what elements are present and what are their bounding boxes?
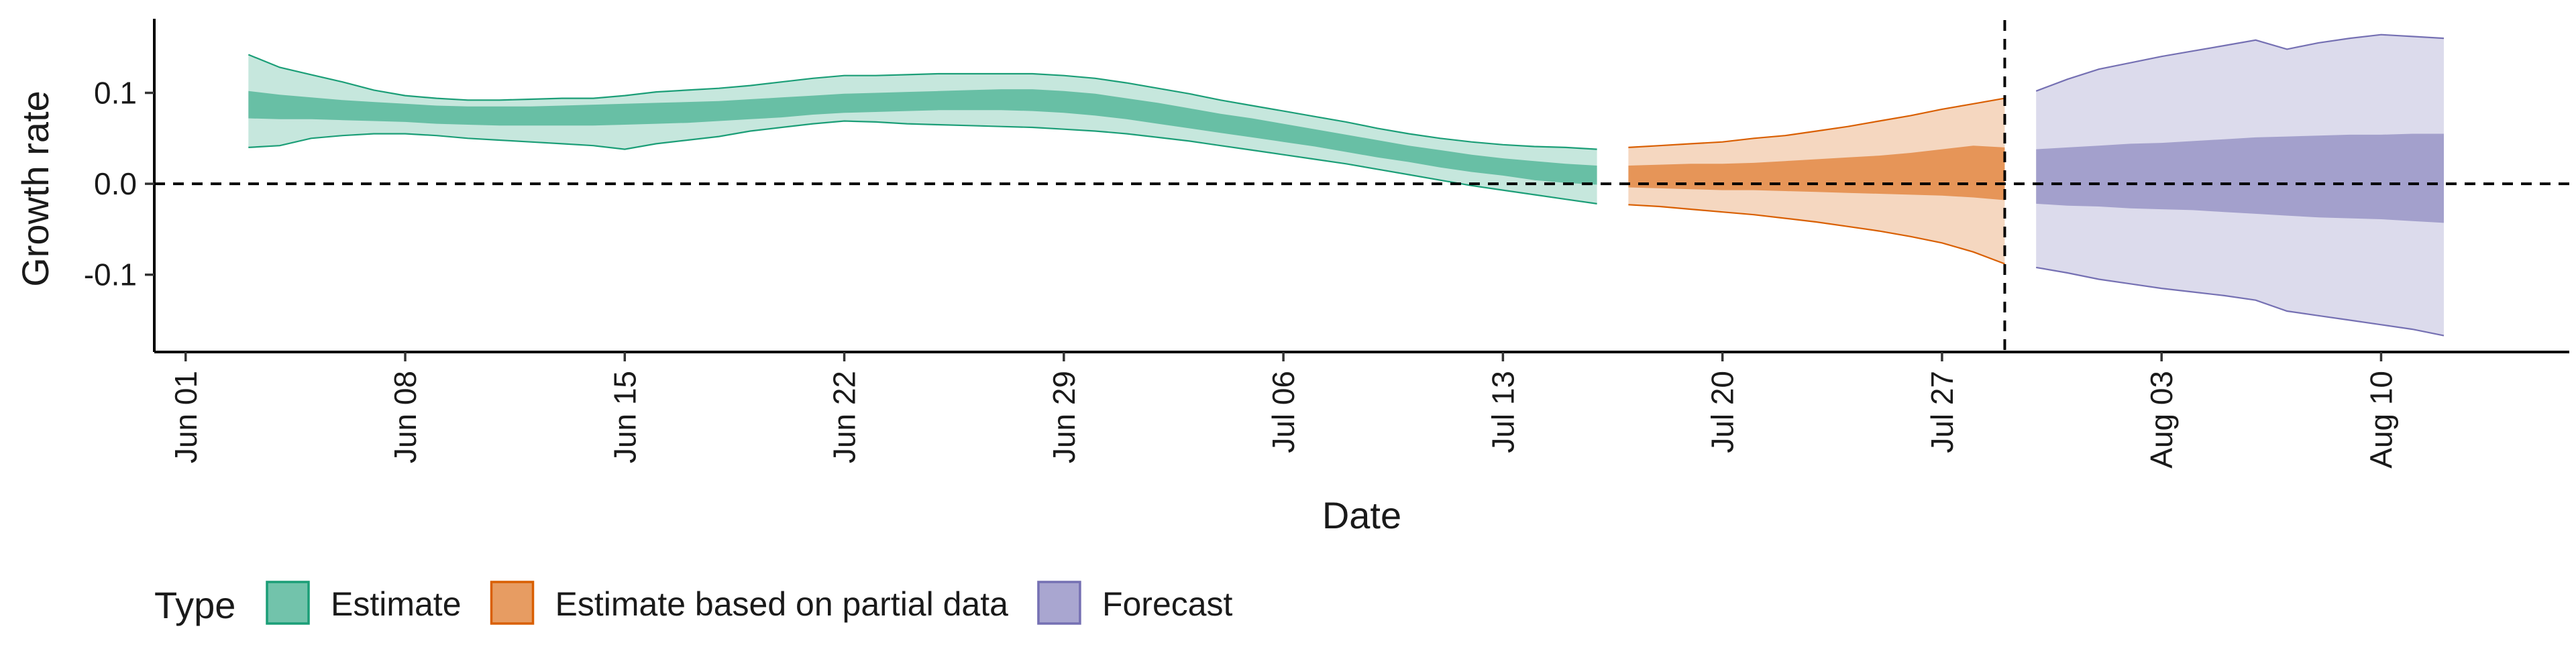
x-tick-label: Jul 20 [1705, 371, 1740, 453]
x-tick-label: Jun 01 [168, 371, 203, 463]
bands-layer [248, 34, 2445, 337]
lower-edge-estimate-based-on-partial-data [1628, 204, 2005, 265]
series-forecast [2035, 34, 2445, 337]
x-tick-label: Jun 22 [827, 371, 862, 463]
reference-lines [154, 20, 2569, 352]
axes: -0.1 0.0 0.1 Jun 01 Jun 08 Jun 15 Jun 22 Jun 29… [84, 19, 2569, 469]
y-tick-label: 0.0 [94, 166, 137, 201]
series-estimate-based-on-partial-data [1628, 97, 2005, 265]
legend-label-estimate: Estimate [331, 585, 462, 623]
upper-edge-estimate-based-on-partial-data [1628, 97, 2005, 148]
outer-band-estimate [248, 54, 1597, 204]
y-tick-label: -0.1 [84, 257, 137, 292]
legend-item-estimate-based-on-partial-data: Estimate based on partial data [490, 581, 1009, 625]
legend-item-forecast: Forecast [1037, 581, 1233, 625]
x-tick-label: Jul 27 [1925, 371, 1960, 453]
legend-swatch-estimate-based-on-partial-data [490, 581, 535, 625]
legend-swatch-forecast [1037, 581, 1081, 625]
x-axis-title: Date [1322, 494, 1401, 536]
inner-band-estimate-based-on-partial-data [1628, 145, 2005, 200]
x-tick-label: Jun 15 [607, 371, 642, 463]
x-tick-label: Aug 03 [2144, 371, 2179, 469]
x-tick-label: Jul 06 [1266, 371, 1301, 453]
x-tick-label: Aug 10 [2363, 371, 2398, 469]
x-tick-label: Jun 29 [1046, 371, 1081, 463]
legend-label-estimate-based-on-partial-data: Estimate based on partial data [555, 585, 1009, 623]
y-tick-label: 0.1 [94, 75, 137, 110]
inner-band-estimate [248, 89, 1597, 185]
legend: Type Estimate Estimate based on partial d… [154, 581, 1233, 626]
series-estimate [248, 54, 1597, 204]
inner-band-forecast [2036, 133, 2444, 223]
x-tick-label: Jul 13 [1485, 371, 1520, 453]
y-axis-title: Growth rate [14, 91, 56, 287]
legend-label-forecast: Forecast [1102, 585, 1233, 623]
lower-edge-forecast [2036, 266, 2445, 337]
x-tick-label: Jun 08 [388, 371, 423, 463]
upper-edge-forecast [2035, 34, 2445, 92]
legend-item-estimate: Estimate [266, 581, 462, 625]
legend-swatch-estimate [266, 581, 310, 625]
lower-edge-estimate [248, 120, 1597, 204]
upper-edge-estimate [248, 54, 1597, 150]
legend-title: Type [154, 584, 235, 626]
